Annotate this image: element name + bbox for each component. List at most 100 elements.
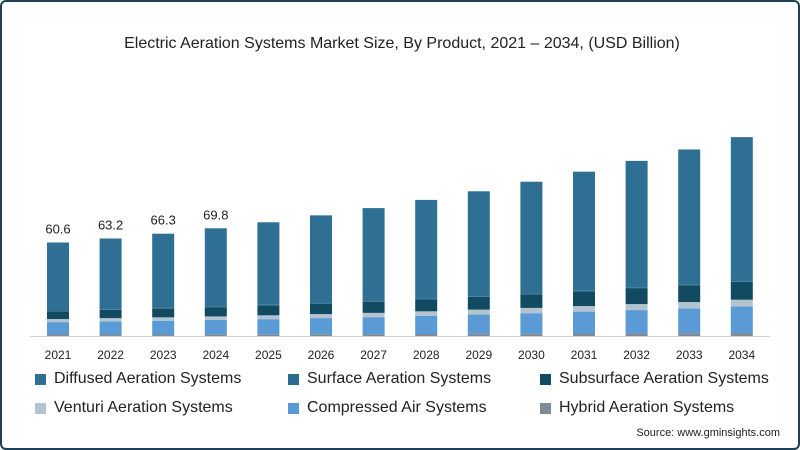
bar-segment-compressed-air-systems-2034	[730, 306, 753, 334]
bar-segment-surface-aeration-systems-2033	[678, 284, 701, 286]
bar-segment-hybrid-aeration-systems-2025	[257, 334, 280, 336]
bar-segment-surface-aeration-systems-2021	[47, 310, 69, 312]
bar-segment-compressed-air-systems-2023	[152, 320, 175, 335]
x-tick-label-2022: 2022	[97, 348, 124, 362]
legend-item-surface: Surface Aeration Systems	[288, 370, 491, 388]
data-label-2022: 63.2	[98, 217, 123, 232]
legend-swatch	[35, 402, 46, 414]
bar-segment-hybrid-aeration-systems-2022	[99, 334, 122, 336]
bar-segment-subsurface-aeration-systems-2023	[152, 308, 175, 318]
bar-segment-hybrid-aeration-systems-2029	[467, 333, 490, 336]
bar-segment-diffused-aeration-systems-2032	[625, 160, 648, 288]
bar-segment-subsurface-aeration-systems-2030	[520, 294, 543, 308]
data-label-2021: 60.6	[45, 222, 70, 237]
data-label-2023: 66.3	[151, 213, 176, 228]
bar-segment-venturi-aeration-systems-2030	[520, 307, 543, 314]
bar-segment-venturi-aeration-systems-2021	[47, 319, 69, 323]
bar-segment-surface-aeration-systems-2026	[310, 302, 332, 304]
bar-segment-compressed-air-systems-2021	[47, 322, 69, 335]
bar-segment-hybrid-aeration-systems-2027	[362, 334, 385, 336]
bar-segment-diffused-aeration-systems-2029	[467, 191, 490, 297]
bar-segment-subsurface-aeration-systems-2025	[257, 305, 280, 316]
bar-segment-compressed-air-systems-2032	[625, 310, 648, 334]
x-tick-label-2026: 2026	[308, 348, 335, 362]
bar-segment-diffused-aeration-systems-2027	[362, 208, 385, 301]
bar-segment-hybrid-aeration-systems-2031	[573, 333, 595, 336]
bar-segment-diffused-aeration-systems-2028	[415, 199, 438, 299]
legend-label: Compressed Air Systems	[307, 399, 487, 416]
bar-segment-venturi-aeration-systems-2025	[257, 315, 280, 320]
bar-segment-surface-aeration-systems-2024	[204, 306, 227, 308]
bar-segment-venturi-aeration-systems-2028	[415, 311, 438, 316]
bar-segment-venturi-aeration-systems-2032	[625, 304, 648, 311]
bar-segment-venturi-aeration-systems-2027	[362, 312, 385, 318]
bar-segment-diffused-aeration-systems-2023	[152, 233, 175, 308]
bar-segment-subsurface-aeration-systems-2027	[362, 301, 385, 313]
bar-segment-diffused-aeration-systems-2030	[520, 181, 543, 294]
x-tick-label-2025: 2025	[255, 348, 282, 362]
x-tick-label-2034: 2034	[728, 348, 755, 362]
bar-segment-diffused-aeration-systems-2033	[678, 149, 701, 285]
bar-segment-subsurface-aeration-systems-2024	[204, 307, 227, 317]
bar-segment-hybrid-aeration-systems-2032	[625, 333, 648, 336]
bar-segment-subsurface-aeration-systems-2033	[678, 285, 701, 303]
bar-segment-compressed-air-systems-2024	[204, 319, 227, 335]
bar-segment-surface-aeration-systems-2025	[257, 304, 280, 306]
x-tick-label-2032: 2032	[623, 348, 650, 362]
bar-segment-hybrid-aeration-systems-2023	[152, 334, 175, 336]
legend-label: Diffused Aeration Systems	[54, 370, 242, 387]
bar-segment-venturi-aeration-systems-2024	[204, 316, 227, 320]
bar-segment-compressed-air-systems-2031	[573, 311, 595, 334]
bar-segment-hybrid-aeration-systems-2021	[47, 334, 69, 336]
legend-item-venturi: Venturi Aeration Systems	[35, 399, 233, 417]
bar-segment-compressed-air-systems-2028	[415, 315, 438, 334]
bar-segment-diffused-aeration-systems-2022	[99, 238, 122, 310]
bar-segment-compressed-air-systems-2030	[520, 313, 543, 334]
x-tick-label-2024: 2024	[202, 348, 229, 362]
bar-segment-hybrid-aeration-systems-2024	[204, 334, 227, 336]
legend-item-hybrid: Hybrid Aeration Systems	[540, 399, 734, 417]
data-label-2024: 69.8	[203, 207, 228, 222]
x-tick-label-2031: 2031	[571, 348, 598, 362]
bar-segment-surface-aeration-systems-2032	[625, 287, 648, 289]
bar-segment-subsurface-aeration-systems-2031	[573, 291, 595, 307]
bar-segment-venturi-aeration-systems-2023	[152, 317, 175, 321]
legend-swatch	[540, 402, 551, 414]
x-tick-label-2023: 2023	[150, 348, 177, 362]
bar-segment-subsurface-aeration-systems-2034	[730, 281, 753, 300]
legend-label: Hybrid Aeration Systems	[559, 399, 735, 416]
bar-segment-subsurface-aeration-systems-2021	[47, 311, 69, 320]
bar-segment-venturi-aeration-systems-2029	[467, 309, 490, 315]
legend-swatch	[35, 373, 46, 385]
bar-segment-compressed-air-systems-2029	[467, 314, 490, 334]
legend-swatch	[540, 373, 551, 385]
legend-label: Venturi Aeration Systems	[54, 399, 233, 416]
bar-segment-compressed-air-systems-2022	[99, 321, 122, 335]
bar-segment-diffused-aeration-systems-2025	[257, 222, 280, 305]
x-tick-label-2029: 2029	[465, 348, 492, 362]
bar-segment-compressed-air-systems-2026	[310, 318, 332, 335]
bar-segment-compressed-air-systems-2025	[257, 319, 280, 335]
bar-segment-diffused-aeration-systems-2031	[573, 171, 595, 291]
source-note: Source: www.gminsights.com	[636, 427, 780, 439]
bar-segment-subsurface-aeration-systems-2022	[99, 309, 122, 319]
x-tick-label-2027: 2027	[360, 348, 387, 362]
chart-title: Electric Aeration Systems Market Size, B…	[124, 35, 680, 52]
bar-segment-venturi-aeration-systems-2031	[573, 306, 595, 312]
x-tick-label-2033: 2033	[676, 348, 703, 362]
legend-label: Subsurface Aeration Systems	[559, 370, 769, 387]
bar-segment-diffused-aeration-systems-2034	[730, 137, 753, 282]
bar-segment-hybrid-aeration-systems-2030	[520, 333, 543, 336]
bar-segment-compressed-air-systems-2033	[678, 308, 701, 334]
bar-segment-hybrid-aeration-systems-2033	[678, 333, 701, 336]
bar-segment-surface-aeration-systems-2023	[152, 307, 175, 309]
bar-segment-surface-aeration-systems-2034	[730, 281, 753, 282]
bar-segment-surface-aeration-systems-2028	[415, 298, 438, 300]
bar-segment-venturi-aeration-systems-2022	[99, 318, 122, 322]
bar-segment-venturi-aeration-systems-2033	[678, 302, 701, 309]
bar-segment-surface-aeration-systems-2027	[362, 300, 385, 302]
bar-segment-diffused-aeration-systems-2021	[47, 242, 69, 311]
legend-label: Surface Aeration Systems	[307, 370, 492, 387]
